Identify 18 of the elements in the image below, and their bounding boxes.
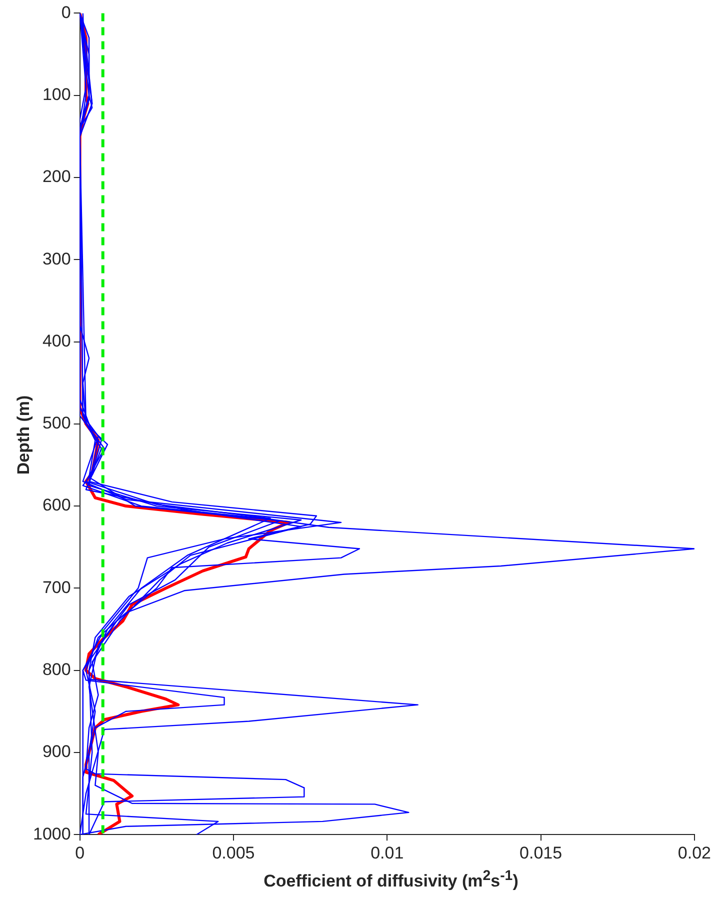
x-tick-label: 0	[75, 843, 85, 862]
y-tick-label: 0	[61, 2, 71, 22]
x-tick-label: 0.02	[678, 843, 712, 862]
y-tick-label: 1000	[32, 824, 71, 844]
x-tick-label: 0.005	[212, 843, 255, 862]
y-tick-label: 400	[42, 331, 71, 350]
y-axis-title: Depth (m)	[14, 395, 34, 475]
y-tick-label: 800	[42, 660, 71, 680]
y-tick-label: 300	[42, 249, 71, 268]
y-tick-label: 200	[42, 167, 71, 186]
y-tick-label: 700	[42, 578, 71, 597]
y-tick-label: 100	[42, 85, 71, 104]
y-tick-label: 900	[42, 742, 71, 762]
x-tick-label: 0.015	[520, 843, 562, 862]
y-tick-label: 500	[42, 414, 71, 433]
x-axis-title: Coefficient of diffusivity (m$^{2}$s$^{-1}$)	[262, 868, 520, 892]
y-tick-label: 600	[42, 496, 71, 515]
x-tick-label: 0.01	[370, 843, 404, 862]
